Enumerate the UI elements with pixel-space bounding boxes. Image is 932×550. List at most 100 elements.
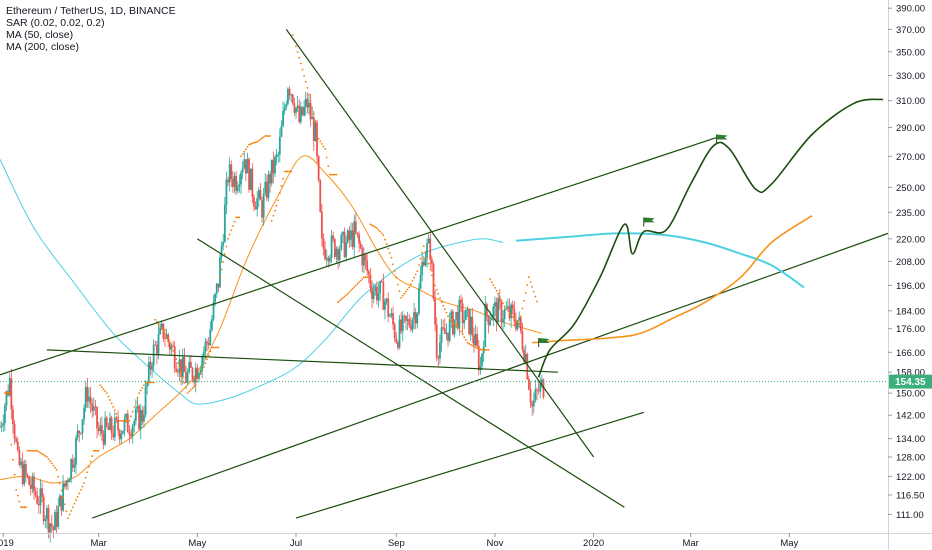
candle-body: [83, 407, 86, 420]
sar-dot: [280, 185, 283, 187]
candle-down: [521, 322, 524, 353]
candle-down: [162, 323, 165, 342]
sar-dot: [503, 305, 506, 308]
candle-down: [265, 175, 268, 201]
sar-dot: [422, 245, 425, 248]
candle-up: [99, 417, 102, 437]
sar-dot: [248, 143, 251, 146]
candle-up: [84, 381, 87, 412]
candle-down: [435, 317, 438, 362]
candle-body: [413, 311, 415, 320]
candle-up: [88, 387, 90, 409]
candle-down: [41, 481, 43, 503]
sar-dot: [259, 138, 262, 141]
candle-body: [435, 324, 438, 358]
candle-up: [3, 402, 6, 432]
candle-body: [380, 281, 383, 283]
sar-dot: [536, 300, 538, 303]
candle-down: [164, 328, 166, 347]
indicator-ma200[interactable]: MA (200, close): [6, 41, 79, 53]
candle-body: [523, 349, 525, 362]
sar-dot: [113, 409, 116, 412]
sar-dot: [4, 392, 6, 394]
candle-down: [422, 255, 425, 267]
candle-body: [526, 354, 529, 379]
candle-down: [380, 279, 383, 283]
sar-dot: [81, 485, 84, 488]
sar-dot: [434, 284, 436, 287]
candle-body: [385, 298, 388, 302]
sar-dot: [211, 346, 213, 349]
candle-body: [36, 495, 39, 504]
symbol-title[interactable]: Ethereum / TetherUS, 1D, BINANCE: [6, 5, 176, 17]
indicator-sar[interactable]: SAR (0.02, 0.02, 0.2): [6, 17, 105, 29]
candle-body: [107, 426, 110, 430]
sar-dot: [285, 170, 288, 173]
candle-up: [188, 355, 191, 374]
sar-dot: [358, 281, 360, 283]
candle-up: [304, 91, 307, 116]
sar-dot: [317, 137, 320, 140]
candle-body: [437, 357, 440, 359]
candle-up: [68, 477, 71, 483]
candle-body: [128, 432, 131, 435]
sar-dot: [382, 234, 385, 237]
candle-body: [199, 369, 202, 374]
candle-body: [298, 105, 301, 122]
candle-up: [122, 430, 124, 435]
price-tick-label: 330.00: [896, 71, 925, 82]
candle-body: [47, 507, 50, 533]
candle-down: [254, 201, 257, 210]
sar-dot: [34, 449, 37, 452]
candle-body: [168, 341, 171, 350]
candle-body: [138, 406, 141, 430]
candle-down: [400, 312, 403, 335]
candle-down: [526, 352, 529, 381]
sar-dot: [274, 209, 276, 212]
sar-dot: [159, 325, 162, 328]
candle-body: [375, 286, 378, 301]
candle-body: [154, 344, 157, 346]
sar-dot: [118, 420, 121, 422]
candle-down: [414, 307, 417, 330]
candle-up: [198, 371, 200, 383]
indicator-ma50[interactable]: MA (50, close): [6, 29, 74, 41]
candle-body: [439, 342, 441, 359]
candle-body: [159, 327, 162, 335]
sar-dot: [510, 314, 512, 317]
sar-dot: [489, 278, 491, 281]
sar-dot: [443, 308, 446, 311]
sar-dot: [511, 316, 514, 318]
sar-dot: [154, 318, 157, 321]
candle-up: [539, 377, 542, 399]
sar-dot: [445, 311, 448, 314]
candle-down: [461, 297, 464, 334]
sar-dot: [298, 56, 301, 59]
sar-dot: [70, 510, 73, 512]
candle-body: [194, 367, 197, 383]
candle-up: [416, 312, 419, 329]
candle-up: [92, 397, 95, 417]
candle-body: [393, 324, 396, 339]
time-axis[interactable]: 2019 Mar May Jul Sep Nov 2020 Mar May: [0, 533, 932, 549]
candle-body: [390, 313, 393, 317]
time-tick-label: Mar: [90, 538, 106, 549]
candle-body: [487, 315, 490, 326]
candle-down: [375, 281, 378, 305]
candle-down: [364, 253, 367, 270]
candle-body: [60, 495, 63, 511]
sar-dot: [240, 155, 242, 158]
candle-body: [327, 257, 330, 262]
candle-up: [418, 283, 420, 316]
candle-body: [468, 308, 470, 334]
candle-down: [361, 245, 364, 273]
time-tick-label: Nov: [486, 538, 503, 549]
candle-down: [359, 240, 362, 250]
sar-dot: [102, 388, 105, 390]
sar-dot: [245, 148, 247, 151]
candle-up: [109, 412, 111, 431]
candle-body: [151, 365, 153, 370]
sar-dot: [439, 297, 441, 299]
